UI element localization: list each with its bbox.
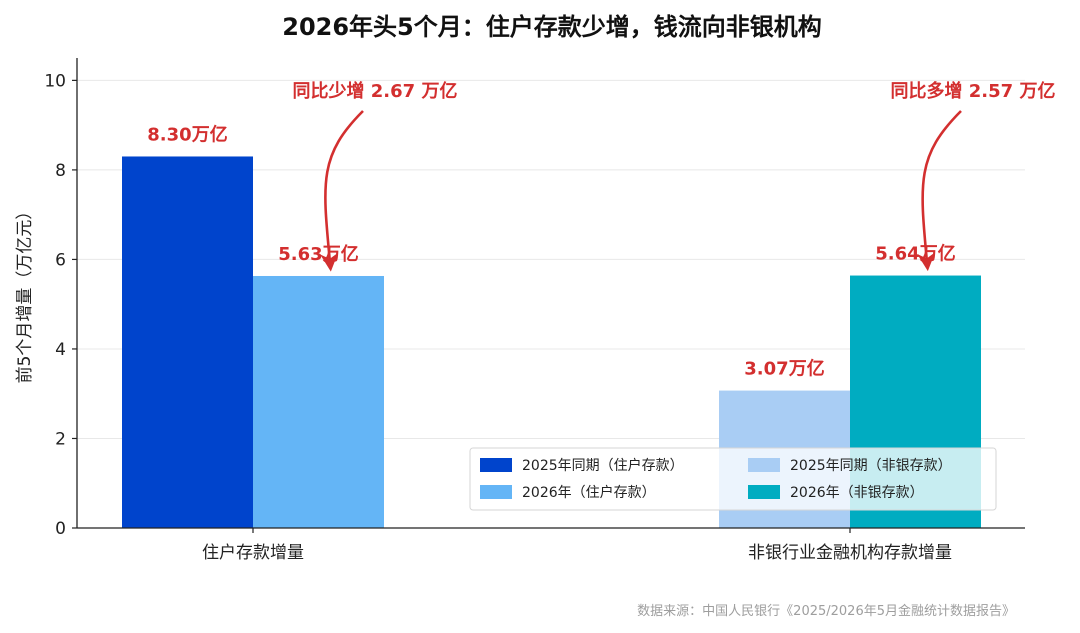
bar-1 [253, 275, 384, 528]
axes [76, 58, 1025, 529]
legend-swatch [480, 485, 512, 499]
x-ticks: 住户存款增量 非银行业金融机构存款增量 [202, 528, 952, 563]
legend-label: 2026年（住户存款） [522, 484, 656, 501]
bar-value-label: 8.30万亿 [147, 123, 227, 145]
x-tick-label: 非银行业金融机构存款增量 [748, 543, 952, 563]
annotation-arrow [917, 110, 962, 272]
bar-value-label: 3.07万亿 [744, 358, 824, 380]
legend-box [469, 447, 997, 511]
y-tick-label: 2 [55, 429, 66, 449]
y-tick-label: 10 [44, 71, 66, 91]
y-axis-label: 前5个月增量（万亿元） [15, 203, 35, 384]
legend-swatch [748, 485, 780, 499]
annotation-text: 同比多增 2.57 万亿 [891, 80, 1056, 102]
data-labels: 8.30万亿 5.63万亿 3.07万亿 5.64万亿 [147, 123, 955, 379]
y-tick-label: 8 [55, 161, 66, 181]
legend-swatch [480, 458, 512, 472]
bar-value-label: 5.63万亿 [278, 243, 358, 265]
y-tick-label: 4 [55, 340, 66, 360]
y-ticks: 0 2 4 6 8 10 [44, 71, 77, 539]
chart-title: 2026年头5个月：住户存款少增，钱流向非银机构 [282, 13, 822, 41]
bar-value-label: 5.64万亿 [875, 243, 955, 265]
annotations: 同比少增 2.67 万亿 同比多增 2.57 万亿 [293, 80, 1056, 272]
y-tick-label: 6 [55, 250, 66, 270]
legend: 2025年同期（住户存款） 2025年同期（非银存款） 2026年（住户存款） 202… [469, 447, 997, 511]
legend-label: 2026年（非银存款） [790, 485, 924, 501]
annotation-arrow [320, 110, 364, 272]
legend-label: 2025年同期（非银存款） [790, 458, 952, 474]
legend-swatch [748, 458, 780, 472]
x-tick-label: 住户存款增量 [202, 543, 304, 563]
annotation-text: 同比少增 2.67 万亿 [293, 80, 458, 102]
bar-0 [122, 156, 253, 528]
y-tick-label: 0 [55, 519, 66, 539]
legend-label: 2025年同期（住户存款） [522, 457, 684, 474]
source-note: 数据来源：中国人民银行《2025/2026年5月金融统计数据报告》 [637, 603, 1015, 619]
